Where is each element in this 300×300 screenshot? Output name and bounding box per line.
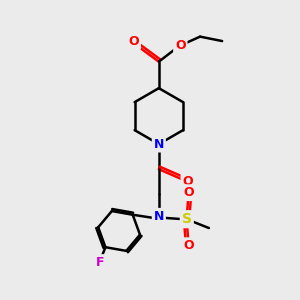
Text: N: N [154, 210, 164, 223]
Text: O: O [128, 35, 139, 48]
Text: S: S [182, 212, 192, 226]
Text: O: O [183, 239, 194, 252]
Text: O: O [175, 39, 186, 52]
Text: N: N [154, 138, 164, 151]
Text: F: F [96, 256, 104, 269]
Text: O: O [182, 175, 193, 188]
Text: O: O [183, 186, 194, 199]
